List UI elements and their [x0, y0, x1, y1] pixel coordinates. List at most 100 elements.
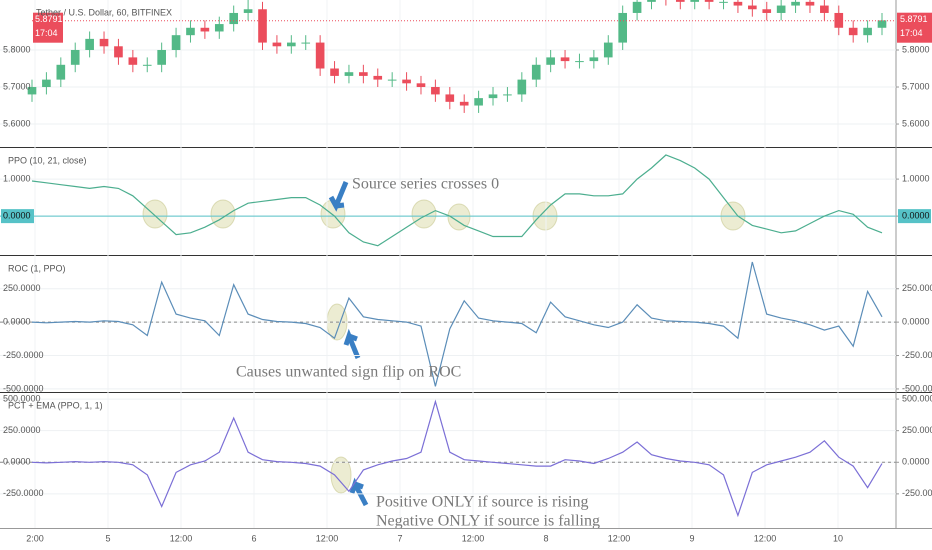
y-tick-label: -250.0000 — [3, 488, 44, 498]
candle-body — [387, 79, 397, 81]
candle-body — [330, 68, 339, 76]
candle-body — [820, 5, 829, 13]
y-tick-label: 1.0000 — [902, 173, 930, 183]
candle-body — [128, 57, 138, 65]
candle-body — [762, 9, 772, 13]
x-tick-label: 10 — [833, 533, 843, 543]
y-tick-label: 5.7000 — [3, 81, 31, 91]
baseline-tag — [1, 209, 34, 224]
x-tick-label: 2:00 — [26, 533, 44, 543]
x-tick-label: 9 — [689, 533, 694, 543]
candle-body — [776, 5, 786, 13]
x-tick-label: 12:00 — [462, 533, 485, 543]
y-tick-label: 0.0000 — [3, 317, 31, 327]
y-tick-label: 5.6000 — [3, 118, 31, 128]
candle-body — [272, 42, 282, 47]
series-line — [31, 154, 883, 247]
y-tick-label: 0.0000 — [902, 317, 930, 327]
y-tick-label: 500.0000 — [902, 393, 932, 403]
series-line — [31, 261, 883, 387]
panel — [0, 0, 896, 125]
baseline-tag — [898, 209, 931, 224]
candle-body — [560, 57, 570, 62]
candle-body — [416, 83, 426, 88]
x-tick-label: 12:00 — [316, 533, 339, 543]
cross-marker — [411, 199, 437, 229]
candle-body — [99, 38, 109, 47]
candle-body — [503, 94, 512, 96]
x-tick-label: 12:00 — [170, 533, 193, 543]
candle-body — [791, 1, 800, 6]
candle-body — [359, 72, 368, 76]
y-tick-label: -500.0000 — [902, 383, 932, 393]
candle-body — [214, 24, 224, 32]
candle-body — [258, 9, 267, 43]
candle-body — [719, 1, 728, 3]
last-price-tag — [897, 12, 932, 43]
y-tick-label: 0.0000 — [3, 457, 31, 467]
countdown-label: 17:04 — [900, 28, 923, 38]
y-tick-label: 250.0000 — [3, 425, 41, 435]
candle-body — [42, 79, 51, 88]
y-tick-label: 0.0000 — [902, 210, 930, 220]
candle-body — [445, 94, 455, 102]
y-tick-label: 5.6000 — [902, 118, 930, 128]
panel-title: PPO (10, 21, close) — [8, 155, 87, 165]
candle-body — [848, 27, 858, 36]
candle-body — [805, 1, 815, 6]
x-tick-label: 7 — [397, 533, 402, 543]
cross-marker — [210, 199, 236, 229]
candle-body — [287, 42, 296, 47]
candle-body — [575, 61, 584, 63]
candle-body — [589, 57, 599, 62]
y-tick-label: 0.0000 — [902, 457, 930, 467]
series-line — [31, 399, 883, 518]
candle-body — [517, 79, 527, 95]
candle-body — [474, 98, 483, 106]
panel-title: PCT + EMA (PPO, 1, 1) — [8, 400, 103, 410]
arrows — [328, 181, 369, 507]
panel — [0, 261, 896, 390]
cross-marker — [330, 456, 352, 494]
x-tick-label: 12:00 — [608, 533, 631, 543]
candle-body — [243, 9, 253, 13]
candle-body — [200, 27, 210, 32]
candle-body — [632, 1, 642, 13]
y-tick-label: 1.0000 — [3, 173, 31, 183]
candle-body — [863, 27, 872, 36]
y-tick-label: 250.0000 — [902, 283, 932, 293]
panel — [0, 154, 896, 247]
annotation: Causes unwanted sign flip on ROC — [236, 364, 461, 381]
y-tick-label: -250.0000 — [902, 488, 932, 498]
candle-body — [647, 0, 656, 2]
y-tick-label: 250.0000 — [3, 283, 41, 293]
y-tick-label: -500.0000 — [3, 383, 44, 393]
y-tick-label: 5.7000 — [902, 81, 930, 91]
candle-body — [157, 49, 166, 65]
y-tick-label: 0.0000 — [3, 210, 31, 220]
candle-body — [603, 42, 613, 58]
candle-body — [85, 38, 94, 50]
last-price-tag — [33, 12, 63, 43]
cross-marker — [447, 203, 471, 231]
candle-body — [301, 42, 311, 44]
candle-body — [618, 12, 627, 43]
candle-body — [546, 57, 555, 65]
annotation: Source series crosses 0 — [352, 176, 499, 193]
candle-body — [704, 0, 714, 2]
candle-body — [402, 79, 411, 84]
candle-body — [70, 49, 80, 65]
candle-body — [690, 0, 700, 2]
candle-body — [229, 12, 239, 25]
y-tick-label: -250.0000 — [902, 350, 932, 360]
candle-body — [488, 94, 498, 99]
candle-body — [748, 5, 757, 10]
y-tick-label: 500.0000 — [3, 393, 41, 403]
x-tick-label: 12:00 — [754, 533, 777, 543]
countdown-label: 17:04 — [35, 28, 58, 38]
annotation: Negative ONLY if source is falling — [376, 513, 600, 530]
candle-body — [675, 0, 685, 2]
y-tick-label: 5.8000 — [902, 44, 930, 54]
